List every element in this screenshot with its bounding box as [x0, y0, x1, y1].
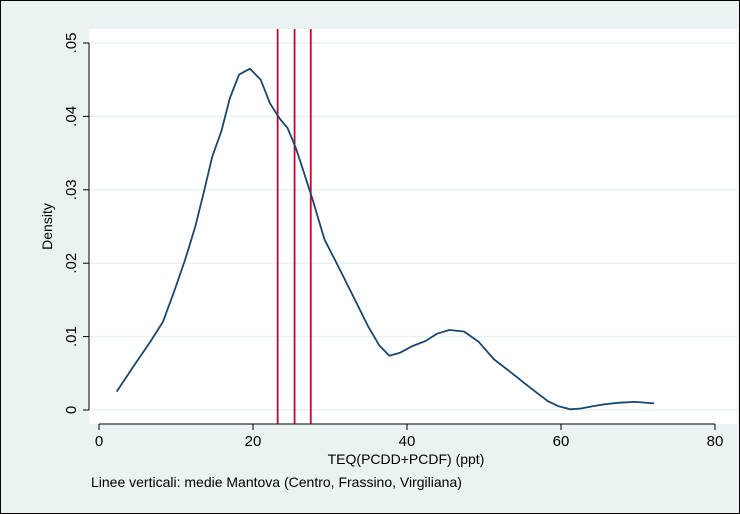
x-tick-label: 60	[553, 433, 570, 450]
y-tick-label: .02	[63, 253, 80, 274]
y-axis-title: Density	[39, 203, 55, 250]
chart-note: Linee verticali: medie Mantova (Centro, …	[91, 474, 462, 490]
x-tick-label: 80	[707, 433, 724, 450]
x-axis-title: TEQ(PCDD+PCDF) (ppt)	[328, 451, 485, 467]
y-tick-label: .04	[63, 106, 80, 127]
vertical-lines	[276, 29, 312, 424]
gridlines	[89, 42, 737, 411]
x-tick-label: 0	[95, 433, 103, 450]
y-tick-label: 0	[63, 406, 80, 414]
plot-area	[89, 29, 737, 424]
x-tick-label: 20	[245, 433, 262, 450]
x-ticks: 0 20 40 60 80	[95, 424, 724, 450]
y-tick-label: .01	[63, 326, 80, 347]
y-ticks: 0 .01 .02 .03 .04 .05	[63, 33, 89, 414]
y-tick-label: .05	[63, 33, 80, 54]
y-tick-label: .03	[63, 179, 80, 200]
series-group	[115, 67, 655, 411]
density-curve	[115, 67, 655, 411]
x-tick-label: 40	[399, 433, 416, 450]
